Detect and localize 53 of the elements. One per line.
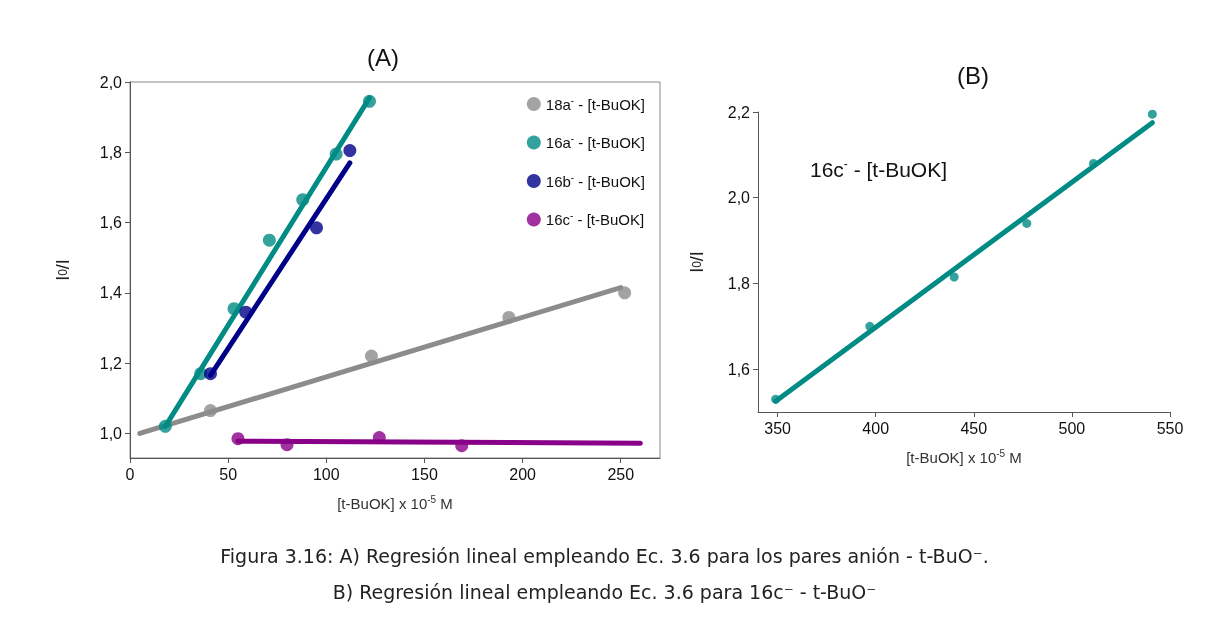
y-tick-label: 1,4 [99, 284, 123, 302]
point [280, 438, 294, 452]
text: B) Regresión lineal empleando Ec. 3.6 para 16c⁻ - t-BuO⁻ [331, 580, 878, 605]
point [203, 367, 217, 381]
text: Figura 3.16: A) Regresión lineal empleando Ec. 3.6 para los pares anión - t-BuO⁻. [219, 544, 990, 569]
x-tick-label: 450 [960, 419, 988, 437]
x-tick-label: 400 [862, 419, 890, 437]
chart-title: (A) [367, 43, 399, 71]
y-tick-label: 1,6 [727, 360, 751, 378]
x-tick-label: 100 [312, 465, 340, 483]
point [239, 305, 253, 319]
point [502, 310, 516, 324]
y-tick-label: 1,8 [99, 143, 123, 161]
point [1147, 109, 1157, 119]
x-tick-label: 0 [125, 465, 135, 483]
point [262, 233, 276, 247]
y-tick-label: 2,0 [727, 189, 751, 207]
x-tick-label: 500 [1058, 419, 1086, 437]
point [771, 394, 781, 404]
point [949, 272, 959, 282]
legend-label: 16b- - [t-BuOK] [545, 171, 646, 190]
point [231, 432, 245, 446]
point [343, 144, 357, 158]
y-tick-label: 2,0 [99, 73, 123, 91]
point [158, 419, 172, 433]
point [227, 302, 241, 316]
x-tick-label: 50 [219, 465, 238, 483]
point [309, 221, 323, 235]
point [865, 321, 875, 331]
x-tick-label: 350 [764, 419, 792, 437]
y-tick-label: 1,6 [99, 214, 123, 232]
y-tick-label: 1,8 [727, 274, 751, 292]
y-tick-label: 2,2 [727, 103, 751, 121]
point [455, 439, 469, 453]
point [329, 147, 343, 161]
x-tick-label: 550 [1156, 419, 1184, 437]
legend-label: 18a- - [t-BuOK] [545, 94, 646, 113]
point [203, 404, 217, 418]
annotation: 16c- - [t-BuOK] [810, 157, 948, 181]
point [618, 286, 632, 300]
y-tick-label: 1,2 [99, 354, 123, 372]
point [364, 349, 378, 363]
legend-label: 16c- - [t-BuOK] [545, 210, 645, 228]
point [296, 193, 310, 207]
point [1022, 218, 1032, 228]
chart-title: (B) [957, 61, 989, 89]
x-tick-label: 200 [509, 465, 537, 483]
point [1088, 158, 1098, 168]
point [362, 94, 376, 108]
x-tick-label: 250 [607, 465, 635, 483]
x-tick-label: 150 [411, 465, 438, 483]
legend-label: 16a- - [t-BuOK] [545, 133, 646, 151]
y-tick-label: 1,0 [99, 424, 123, 442]
